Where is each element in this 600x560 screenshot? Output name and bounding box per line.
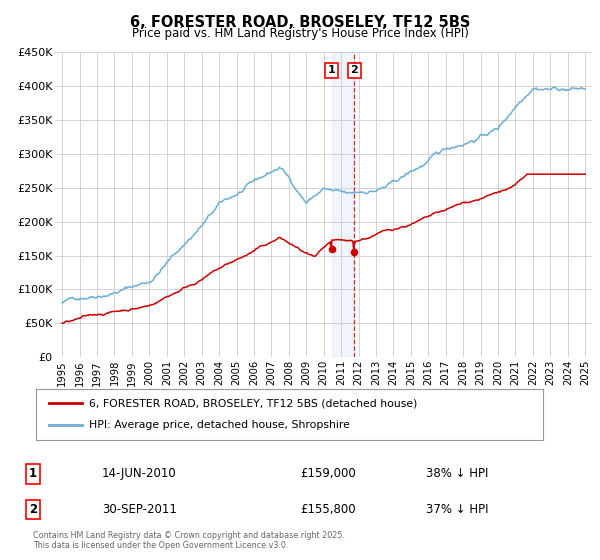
Text: 38% ↓ HPI: 38% ↓ HPI <box>426 467 488 480</box>
Text: 1: 1 <box>328 66 335 76</box>
Text: Price paid vs. HM Land Registry's House Price Index (HPI): Price paid vs. HM Land Registry's House … <box>131 27 469 40</box>
Text: 6, FORESTER ROAD, BROSELEY, TF12 5BS (detached house): 6, FORESTER ROAD, BROSELEY, TF12 5BS (de… <box>89 398 418 408</box>
Bar <box>332 52 354 357</box>
Text: 30-SEP-2011: 30-SEP-2011 <box>102 503 177 516</box>
Text: 2: 2 <box>350 66 358 76</box>
Text: HPI: Average price, detached house, Shropshire: HPI: Average price, detached house, Shro… <box>89 421 350 431</box>
Text: Contains HM Land Registry data © Crown copyright and database right 2025.
This d: Contains HM Land Registry data © Crown c… <box>33 530 345 550</box>
Text: 37% ↓ HPI: 37% ↓ HPI <box>426 503 488 516</box>
Text: 1: 1 <box>29 467 37 480</box>
Text: £155,800: £155,800 <box>300 503 356 516</box>
Text: £159,000: £159,000 <box>300 467 356 480</box>
Text: 2: 2 <box>29 503 37 516</box>
Text: 6, FORESTER ROAD, BROSELEY, TF12 5BS: 6, FORESTER ROAD, BROSELEY, TF12 5BS <box>130 15 470 30</box>
Text: 14-JUN-2010: 14-JUN-2010 <box>102 467 177 480</box>
